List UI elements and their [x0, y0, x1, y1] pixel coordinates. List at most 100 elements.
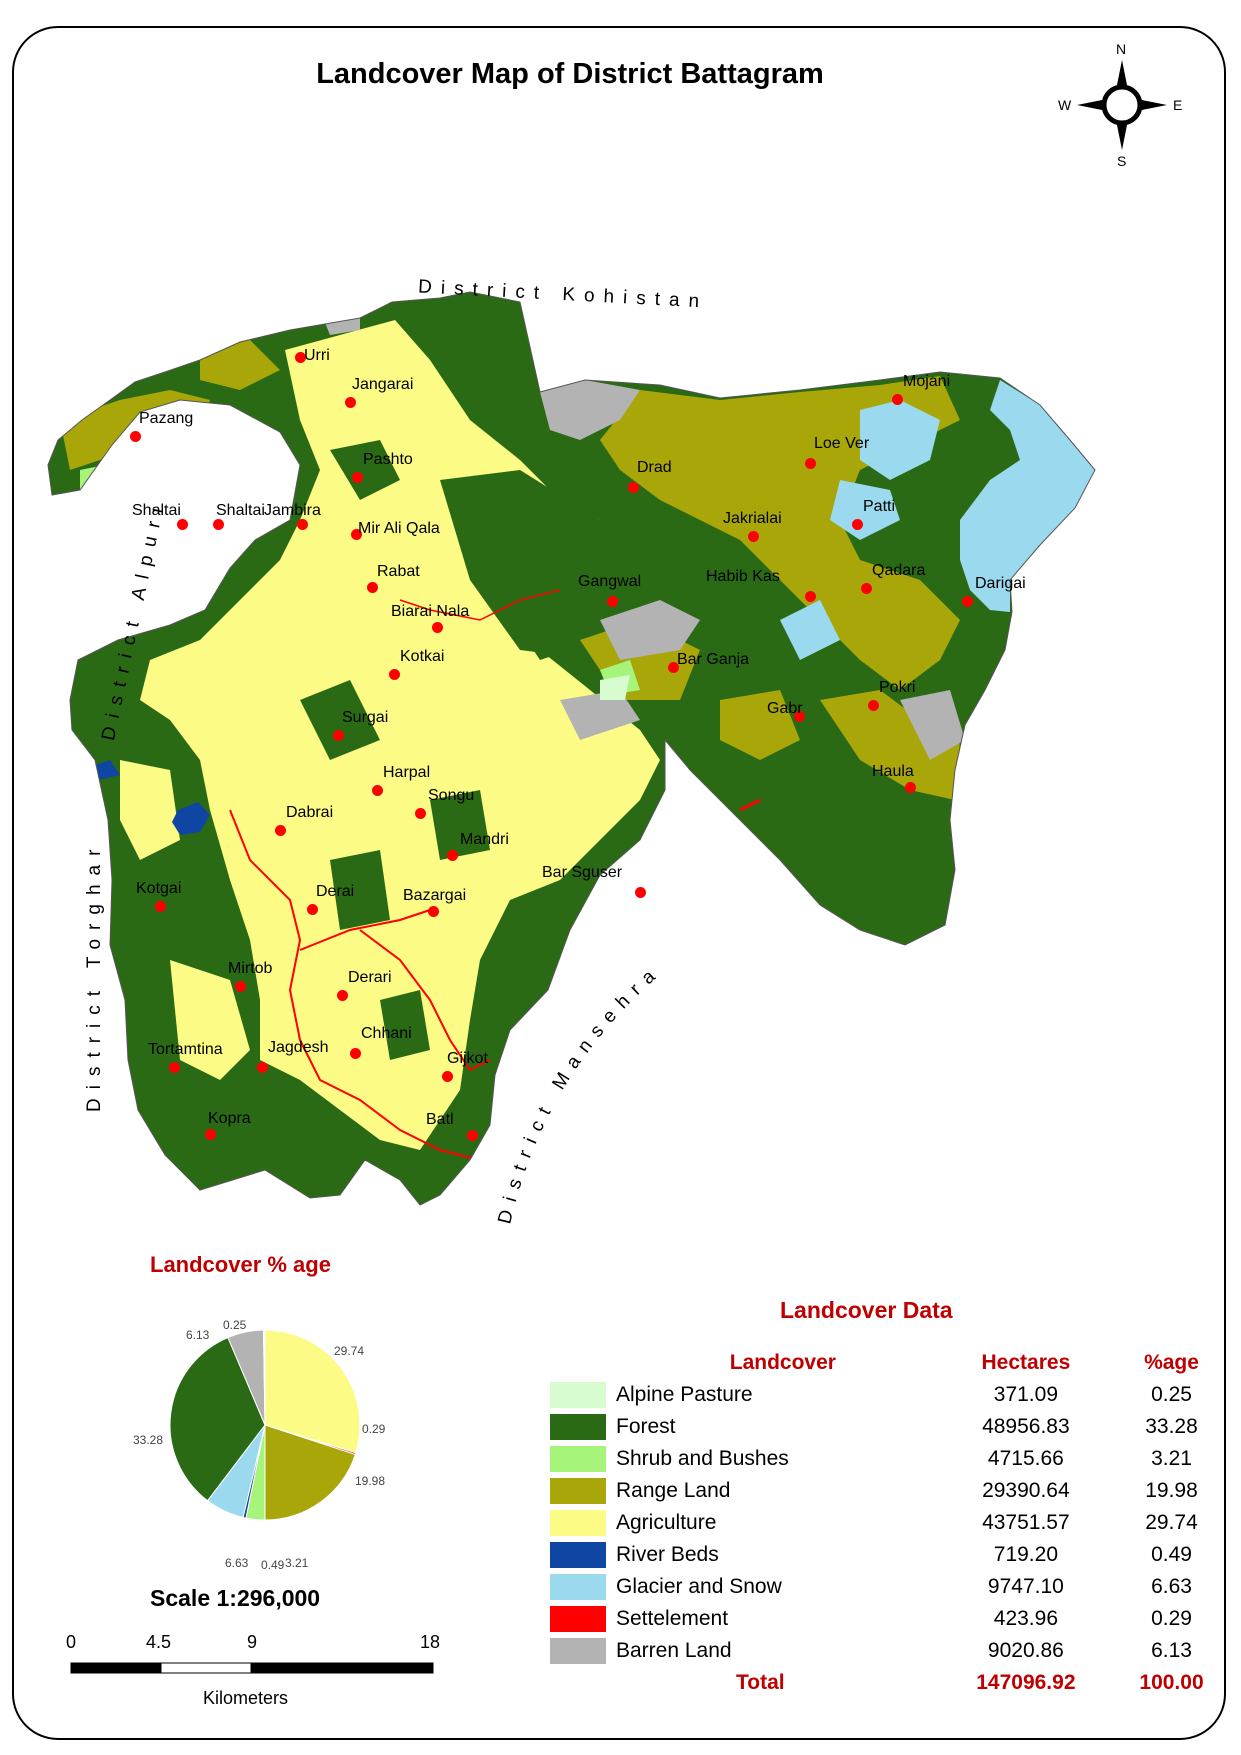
scale-tick-0: 0 — [66, 1632, 77, 1652]
pie-label-alpine: 0.25 — [223, 1318, 247, 1332]
pie-title: Landcover % age — [150, 1252, 331, 1277]
place-marker-icon — [345, 397, 356, 408]
row-name: River Beds — [616, 1543, 719, 1566]
row-hectares: 48956.83 — [982, 1415, 1070, 1438]
scale-units: Kilometers — [203, 1688, 289, 1708]
place-label: Urri — [304, 347, 330, 364]
place-marker-icon — [635, 887, 646, 898]
pie-label-forest: 33.28 — [133, 1433, 164, 1447]
row-percentage: 0.49 — [1151, 1543, 1192, 1566]
legend-swatch — [550, 1542, 606, 1568]
place-marker-icon — [257, 1062, 268, 1073]
pie-label-shrub: 3.21 — [285, 1556, 309, 1570]
pie-slice-agriculture — [264, 1329, 361, 1454]
row-name: Barren Land — [616, 1639, 732, 1662]
place-label: Habib Kas — [706, 568, 780, 585]
place-marker-icon — [169, 1062, 180, 1073]
compass-north: N — [1116, 41, 1126, 57]
scale-tick-4-5: 4.5 — [146, 1632, 172, 1652]
row-name: Alpine Pasture — [616, 1383, 753, 1406]
legend-swatch — [550, 1414, 606, 1440]
scale-title: Scale 1:296,000 — [150, 1585, 321, 1611]
place-label: Mir Ali Qala — [358, 520, 440, 537]
district-torghar-label: District Torghar — [84, 840, 105, 1112]
total-percentage: 100.00 — [1139, 1671, 1204, 1694]
table-row: Shrub and Bushes 4715.66 3.21 — [550, 1443, 1241, 1475]
place-label: Patti — [863, 498, 896, 515]
place-marker-icon — [861, 583, 872, 594]
row-percentage: 33.28 — [1145, 1415, 1198, 1438]
place-label: Surgai — [342, 709, 389, 726]
table-row: Forest 48956.83 33.28 — [550, 1411, 1241, 1443]
place-label: Jakrialai — [723, 510, 782, 527]
compass-west: W — [1058, 97, 1072, 113]
pie-label-agriculture: 29.74 — [334, 1344, 365, 1358]
map-title: Landcover Map of District Battagram — [316, 58, 824, 90]
place-marker-icon — [805, 591, 816, 602]
place-label: Loe Ver — [814, 435, 870, 452]
place-label: Rabat — [377, 563, 420, 580]
pie-label-barren: 6.13 — [186, 1328, 210, 1342]
pie-slice-alpine-pasture — [263, 1329, 266, 1426]
place-marker-icon — [295, 352, 306, 363]
row-percentage: 29.74 — [1145, 1511, 1198, 1534]
place-label: Bazargai — [403, 887, 467, 904]
place-marker-icon — [213, 519, 224, 530]
pie-label-river: 0.49 — [261, 1558, 285, 1572]
place-marker-icon — [351, 529, 362, 540]
table-row: Barren Land 9020.86 6.13 — [550, 1635, 1241, 1667]
place-label: Mirtob — [228, 960, 273, 977]
place-marker-icon — [350, 1048, 361, 1059]
scale-tick-18: 18 — [420, 1632, 441, 1652]
header-landcover: Landcover — [729, 1351, 836, 1374]
total-hectares: 147096.92 — [976, 1671, 1076, 1694]
place-label: Drad — [637, 459, 672, 476]
table-total-row: Total 147096.92 100.00 — [550, 1667, 1241, 1699]
row-hectares: 43751.57 — [982, 1511, 1070, 1534]
place-marker-icon — [367, 582, 378, 593]
place-label: Pashto — [363, 451, 413, 468]
table-row: Glacier and Snow 9747.10 6.63 — [550, 1571, 1241, 1603]
table-row: Alpine Pasture 371.09 0.25 — [550, 1379, 1241, 1411]
table-row: Settelement 423.96 0.29 — [550, 1603, 1241, 1635]
place-marker-icon — [275, 825, 286, 836]
landcover-map: District Mansehra — [47, 291, 1096, 1226]
place-label: Harpal — [383, 764, 431, 781]
place-label: Tortamtina — [148, 1041, 223, 1058]
row-hectares: 4715.66 — [987, 1447, 1064, 1470]
place-marker-icon — [962, 596, 973, 607]
place-marker-icon — [905, 782, 916, 793]
place-marker-icon — [467, 1130, 478, 1141]
place-label: Jambira — [264, 502, 321, 519]
legend-swatch — [550, 1606, 606, 1632]
place-marker-icon — [668, 662, 679, 673]
place-label: Qadara — [872, 562, 926, 579]
place-label: Haula — [872, 763, 914, 780]
place-marker-icon — [794, 711, 805, 722]
place-label: Gabr — [767, 700, 803, 717]
place-label: Derai — [316, 883, 355, 900]
place-label: Batl — [426, 1111, 454, 1128]
pie-label-settlement: 0.29 — [362, 1422, 386, 1436]
place-marker-icon — [432, 622, 443, 633]
place-label: Dabrai — [286, 804, 334, 821]
table-row: Agriculture 43751.57 29.74 — [550, 1507, 1241, 1539]
place-label: Bar Sguser — [542, 864, 623, 881]
row-name: Range Land — [616, 1479, 731, 1502]
row-percentage: 6.13 — [1151, 1639, 1192, 1662]
place-marker-icon — [805, 458, 816, 469]
table-row: Range Land 29390.64 19.98 — [550, 1475, 1241, 1507]
place-marker-icon — [415, 808, 426, 819]
legend-swatch — [550, 1478, 606, 1504]
table-header-row: Landcover Hectares %age — [550, 1347, 1241, 1379]
header-percentage: %age — [1144, 1351, 1199, 1374]
place-marker-icon — [607, 596, 618, 607]
place-marker-icon — [442, 1071, 453, 1082]
legend-swatch — [550, 1446, 606, 1472]
place-label: Songu — [428, 787, 475, 804]
place-label: Shaltai — [216, 502, 265, 519]
header-hectares: Hectares — [981, 1351, 1071, 1374]
place-marker-icon — [748, 531, 759, 542]
place-label: Kotkai — [400, 648, 445, 665]
place-marker-icon — [297, 519, 308, 530]
